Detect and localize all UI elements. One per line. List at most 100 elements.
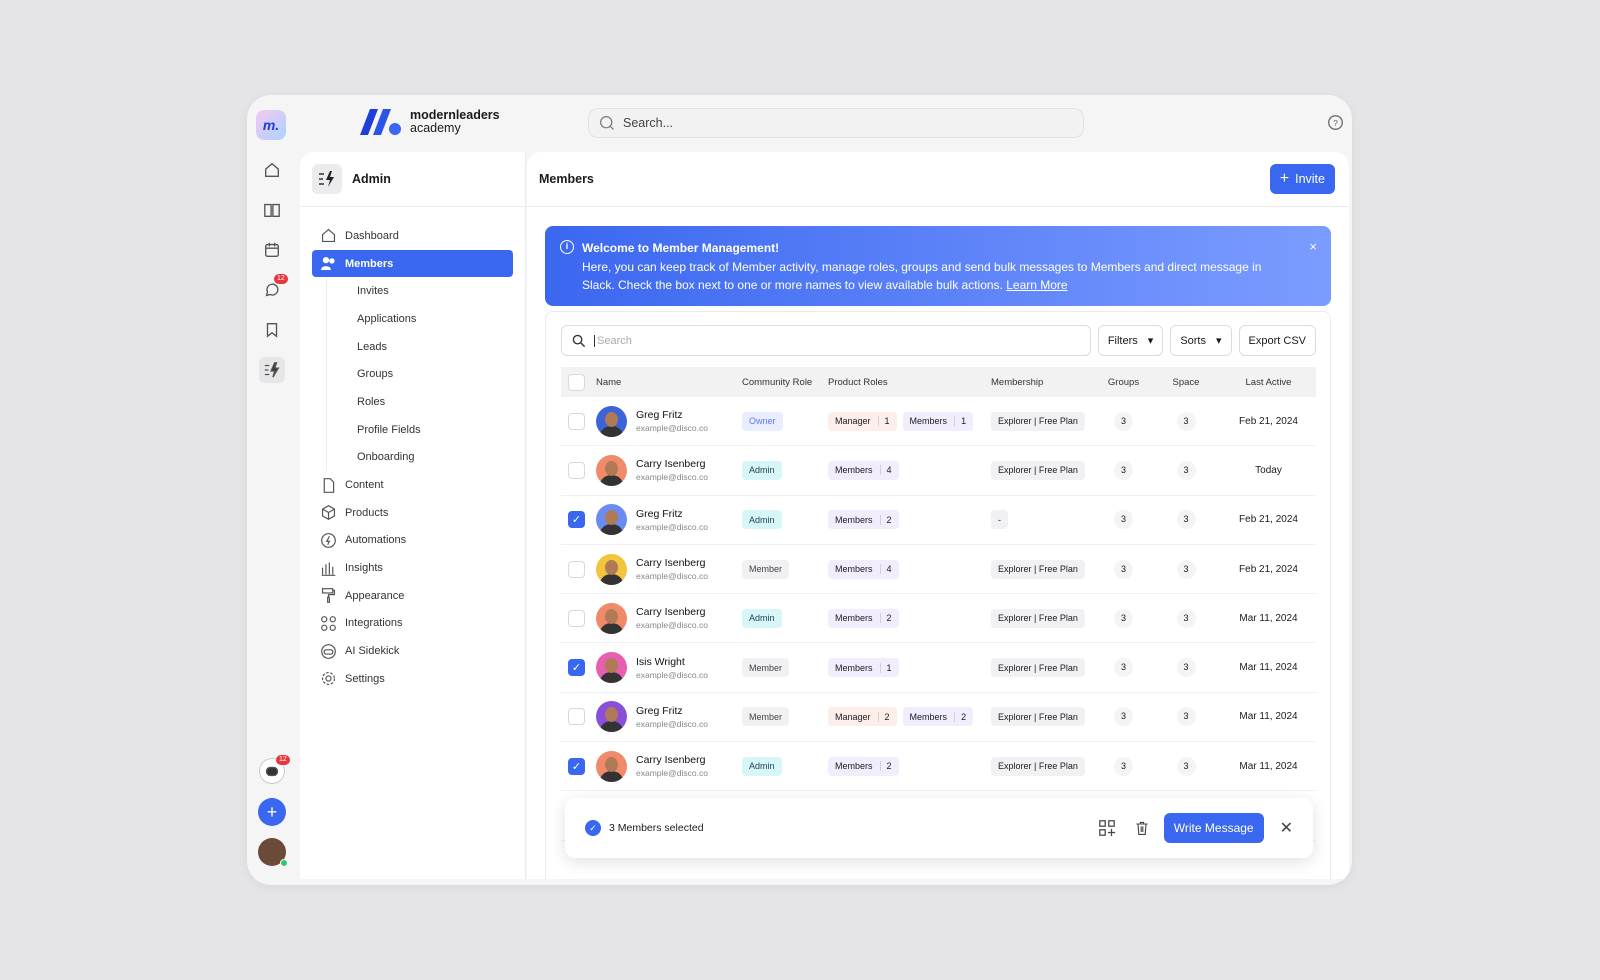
last-active: Feb 21, 2024 bbox=[1239, 514, 1298, 526]
row-checkbox[interactable]: ✓ bbox=[568, 757, 585, 775]
product-role-tag: Members 1 bbox=[828, 658, 899, 678]
bookmark-icon[interactable] bbox=[259, 317, 285, 343]
nav-item-roles[interactable]: Roles bbox=[326, 388, 513, 416]
col-space[interactable]: Space bbox=[1172, 376, 1200, 388]
nav-item-appearance[interactable]: Appearance bbox=[312, 582, 513, 610]
table-row[interactable]: Carry Isenberg example@disco.co Member Me… bbox=[561, 545, 1316, 595]
table-row[interactable]: Greg Fritz example@disco.co Owner Manager… bbox=[561, 397, 1316, 447]
add-to-group-icon[interactable] bbox=[1098, 819, 1116, 837]
brand-logo[interactable]: modernleaders academy bbox=[358, 107, 500, 137]
nav-item-groups[interactable]: Groups bbox=[326, 360, 513, 389]
admin-icon[interactable] bbox=[259, 357, 285, 383]
table-row[interactable]: ✓ Isis Wright example@disco.co Member Mem… bbox=[561, 644, 1316, 693]
workspace-logo[interactable]: m. bbox=[256, 110, 286, 140]
nav-item-applications[interactable]: Applications bbox=[326, 305, 513, 333]
member-name[interactable]: Carry Isenberg bbox=[636, 557, 706, 570]
book-icon[interactable] bbox=[259, 197, 285, 223]
member-name[interactable]: Greg Fritz bbox=[636, 507, 683, 520]
nav-item-dashboard[interactable]: Dashboard bbox=[312, 222, 513, 250]
member-email: example@disco.co bbox=[636, 423, 708, 434]
filters-button[interactable]: Filters ▾ bbox=[1097, 325, 1164, 356]
last-active: Feb 21, 2024 bbox=[1239, 415, 1298, 427]
admin-icon bbox=[312, 164, 342, 194]
row-checkbox[interactable] bbox=[568, 708, 585, 726]
member-name[interactable]: Carry Isenberg bbox=[636, 458, 706, 471]
space-count: 3 bbox=[1176, 608, 1196, 628]
avatar bbox=[596, 701, 627, 733]
member-name[interactable]: Carry Isenberg bbox=[636, 754, 706, 767]
membership-tag: Explorer | Free Plan bbox=[991, 658, 1085, 678]
groups-count: 3 bbox=[1114, 756, 1133, 776]
export-csv-button[interactable]: Export CSV bbox=[1238, 325, 1316, 356]
nav-item-settings[interactable]: Settings bbox=[312, 665, 513, 693]
product-role-tag: Members 2 bbox=[828, 608, 899, 628]
table-row[interactable]: ✓ Carry Isenberg example@disco.co Admin M… bbox=[561, 742, 1316, 792]
row-checkbox[interactable]: ✓ bbox=[568, 659, 585, 677]
row-checkbox[interactable]: ✓ bbox=[568, 511, 585, 529]
nav-item-insights[interactable]: Insights bbox=[312, 554, 513, 582]
nav-item-leads[interactable]: Leads bbox=[326, 332, 513, 361]
sorts-button[interactable]: Sorts ▾ bbox=[1170, 325, 1232, 356]
membership-tag: Explorer | Free Plan bbox=[991, 460, 1085, 480]
nav-item-content[interactable]: Content bbox=[312, 471, 513, 499]
learn-more-link[interactable]: Learn More bbox=[1006, 278, 1068, 292]
search-icon bbox=[572, 334, 586, 347]
select-all-checkbox[interactable] bbox=[568, 373, 585, 391]
table-search-input[interactable]: Search bbox=[561, 325, 1091, 356]
col-name[interactable]: Name bbox=[596, 376, 622, 388]
row-checkbox[interactable] bbox=[568, 560, 585, 578]
member-name[interactable]: Greg Fritz bbox=[636, 704, 683, 717]
trash-icon[interactable] bbox=[1134, 820, 1150, 836]
nav-item-invites[interactable]: Invites bbox=[326, 277, 513, 306]
nav-label: Content bbox=[345, 479, 384, 492]
close-banner-icon[interactable]: × bbox=[1309, 239, 1317, 254]
member-name[interactable]: Isis Wright bbox=[636, 655, 685, 668]
nav-item-products[interactable]: Products bbox=[312, 499, 513, 527]
row-checkbox[interactable] bbox=[568, 461, 585, 479]
invite-button[interactable]: + Invite bbox=[1269, 164, 1335, 194]
col-groups[interactable]: Groups bbox=[1107, 376, 1140, 388]
col-community-role[interactable]: Community Role bbox=[742, 376, 813, 388]
global-search-input[interactable]: Search... bbox=[588, 108, 1084, 138]
product-role-tag: Members 1 bbox=[902, 411, 974, 431]
bolt-icon bbox=[321, 533, 336, 548]
add-button[interactable]: + bbox=[258, 798, 286, 826]
user-avatar[interactable] bbox=[258, 838, 288, 867]
avatar bbox=[596, 602, 627, 634]
membership-tag: Explorer | Free Plan bbox=[991, 411, 1085, 431]
table-row[interactable]: Carry Isenberg example@disco.co Admin Mem… bbox=[561, 594, 1316, 644]
col-product-roles[interactable]: Product Roles bbox=[828, 376, 888, 388]
member-name[interactable]: Greg Fritz bbox=[636, 409, 683, 422]
brand-line2: academy bbox=[410, 121, 461, 135]
nav-label: Invites bbox=[357, 285, 389, 298]
nav-item-automations[interactable]: Automations bbox=[312, 527, 513, 555]
table-row[interactable]: Carry Isenberg example@disco.co Admin Mem… bbox=[561, 446, 1316, 496]
home-icon[interactable] bbox=[259, 157, 285, 183]
nav-item-onboarding[interactable]: Onboarding bbox=[326, 443, 513, 472]
space-count: 3 bbox=[1176, 658, 1196, 678]
col-membership[interactable]: Membership bbox=[991, 376, 1044, 388]
avatar bbox=[596, 652, 627, 684]
row-checkbox[interactable] bbox=[568, 609, 585, 627]
help-icon[interactable]: ? bbox=[1327, 114, 1344, 131]
nav-item-profile-fields[interactable]: Profile Fields bbox=[326, 415, 513, 444]
member-email: example@disco.co bbox=[636, 768, 708, 779]
table-row[interactable]: ✓ Greg Fritz example@disco.co Admin Membe… bbox=[561, 496, 1316, 545]
nav-item-members[interactable]: Members bbox=[312, 249, 513, 278]
space-count: 3 bbox=[1176, 411, 1196, 431]
ai-sidekick-icon[interactable]: 12 bbox=[259, 755, 290, 784]
nav-item-ai-sidekick[interactable]: AI Sidekick bbox=[312, 637, 513, 665]
nav-item-integrations[interactable]: Integrations bbox=[312, 610, 513, 638]
close-selection-icon[interactable]: ✕ bbox=[1279, 820, 1293, 837]
member-name[interactable]: Carry Isenberg bbox=[636, 606, 706, 619]
col-last-active[interactable]: Last Active bbox=[1245, 376, 1292, 388]
row-checkbox[interactable] bbox=[568, 412, 585, 430]
calendar-icon[interactable] bbox=[259, 237, 285, 263]
nav-label: Members bbox=[345, 257, 394, 270]
write-message-button[interactable]: Write Message bbox=[1163, 813, 1264, 843]
table-row[interactable]: Greg Fritz example@disco.co Member Manage… bbox=[561, 693, 1316, 743]
nav-label: Groups bbox=[357, 368, 394, 381]
nav-label: Integrations bbox=[345, 617, 403, 630]
chat-icon[interactable]: 12 bbox=[259, 274, 288, 303]
member-email: example@disco.co bbox=[636, 718, 708, 729]
